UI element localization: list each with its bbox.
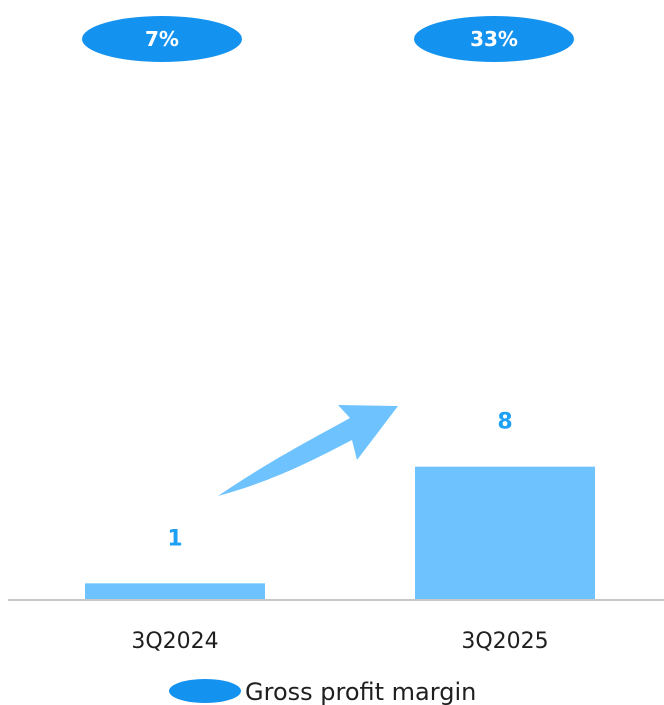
margin-label-3q2025: 33% (470, 27, 518, 51)
bar-3q2024 (85, 583, 265, 600)
x-tick-3q2024: 3Q2024 (131, 629, 218, 654)
legend-swatch-ellipse (169, 679, 241, 703)
margin-ellipse-3q2024 (82, 16, 242, 62)
x-tick-3q2025: 3Q2025 (461, 629, 548, 654)
margin-ellipse-3q2025 (414, 16, 574, 62)
value-label-3q2025: 8 (497, 410, 512, 435)
bars (85, 466, 595, 600)
growth-arrow-icon (218, 405, 398, 496)
margin-label-3q2024: 7% (145, 27, 179, 51)
bar-3q2025 (415, 466, 595, 600)
margin-ellipses: 7% 33% (82, 16, 574, 62)
legend-label: Gross profit margin (245, 678, 476, 705)
value-labels: 1 8 (167, 410, 512, 552)
legend: Gross profit margin (169, 678, 476, 705)
x-tick-labels: 3Q2024 3Q2025 (131, 629, 548, 654)
value-label-3q2024: 1 (167, 526, 182, 551)
